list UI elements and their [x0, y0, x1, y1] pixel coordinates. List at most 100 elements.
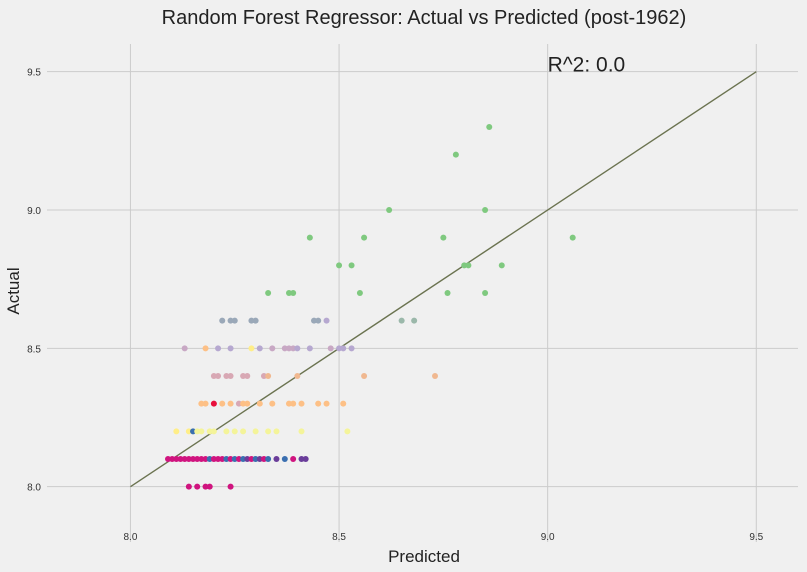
data-point: [206, 456, 213, 462]
data-point: [210, 456, 217, 462]
data-point: [256, 456, 263, 462]
data-point: [294, 345, 301, 352]
data-point: [227, 373, 234, 379]
data-point: [298, 400, 305, 407]
data-point: [194, 428, 201, 435]
data-point: [202, 483, 209, 490]
data-point: [210, 428, 217, 435]
data-point: [240, 400, 247, 407]
data-point: [344, 428, 351, 435]
data-point: [361, 234, 368, 241]
data-point: [281, 345, 288, 352]
data-point: [265, 373, 272, 379]
r-squared-annotation: R^2: 0.0: [548, 54, 626, 77]
data-point: [302, 456, 309, 462]
data-point: [181, 456, 188, 462]
data-point: [298, 428, 305, 435]
data-point: [202, 345, 209, 352]
data-point: [185, 456, 192, 462]
x-tick-label: 8.0: [123, 532, 137, 543]
chart-title: Random Forest Regressor: Actual vs Predi…: [162, 7, 687, 29]
data-point: [486, 124, 493, 130]
grid: [47, 44, 798, 542]
data-point: [440, 234, 447, 241]
data-point: [185, 428, 192, 435]
data-point: [252, 317, 259, 324]
data-point: [202, 456, 209, 462]
reference-line: [130, 71, 757, 488]
data-point: [215, 345, 222, 352]
data-point: [327, 345, 334, 352]
data-point: [290, 456, 297, 462]
data-point: [190, 456, 197, 462]
data-point: [269, 345, 276, 352]
data-point: [210, 400, 217, 407]
data-point: [252, 456, 259, 462]
data-point: [348, 262, 355, 269]
data-points: [164, 124, 576, 490]
data-point: [315, 400, 322, 407]
data-point: [498, 262, 505, 269]
data-point: [231, 317, 238, 324]
data-point: [198, 456, 205, 462]
data-point: [265, 456, 272, 462]
data-point: [386, 207, 393, 213]
data-point: [173, 428, 180, 435]
data-point: [223, 428, 230, 435]
data-point: [256, 400, 263, 407]
data-point: [244, 456, 251, 462]
data-point: [202, 400, 209, 407]
data-point: [240, 428, 247, 435]
data-point: [340, 345, 347, 352]
data-point: [336, 262, 343, 269]
data-point: [240, 373, 247, 379]
data-point: [294, 373, 301, 379]
data-point: [185, 483, 192, 490]
data-point: [210, 373, 217, 379]
data-point: [285, 345, 292, 352]
data-point: [227, 483, 234, 490]
data-point: [432, 373, 439, 379]
data-point: [248, 345, 255, 352]
data-point: [461, 262, 468, 269]
data-point: [177, 456, 184, 462]
data-point: [281, 456, 288, 462]
data-point: [227, 345, 234, 352]
data-point: [244, 373, 251, 379]
data-point: [256, 345, 263, 352]
data-point: [190, 428, 197, 435]
y-tick-label: 8.0: [27, 483, 41, 494]
data-point: [223, 456, 230, 462]
y-tick-label: 9.0: [27, 206, 41, 217]
x-tick-label: 9.5: [749, 532, 763, 543]
data-point: [227, 400, 234, 407]
data-point: [356, 290, 363, 296]
data-point: [411, 317, 418, 324]
data-point: [265, 290, 272, 296]
data-point: [323, 317, 330, 324]
data-point: [206, 483, 213, 490]
data-point: [306, 345, 313, 352]
data-point: [227, 317, 234, 324]
data-point: [223, 373, 230, 379]
data-point: [219, 317, 226, 324]
data-point: [252, 428, 259, 435]
data-point: [482, 290, 489, 296]
data-point: [398, 317, 405, 324]
data-point: [260, 373, 267, 379]
data-point: [206, 428, 213, 435]
data-point: [173, 456, 180, 462]
data-point: [452, 151, 459, 158]
x-axis-label: Predicted: [388, 547, 460, 566]
data-point: [265, 428, 272, 435]
y-tick-label: 8.5: [27, 344, 41, 355]
y-axis-label: Actual: [4, 267, 23, 314]
data-point: [215, 373, 222, 379]
x-tick-label: 9.0: [541, 532, 555, 543]
data-point: [231, 456, 238, 462]
data-point: [273, 428, 280, 435]
data-point: [315, 317, 322, 324]
data-point: [290, 290, 297, 296]
data-point: [285, 400, 292, 407]
